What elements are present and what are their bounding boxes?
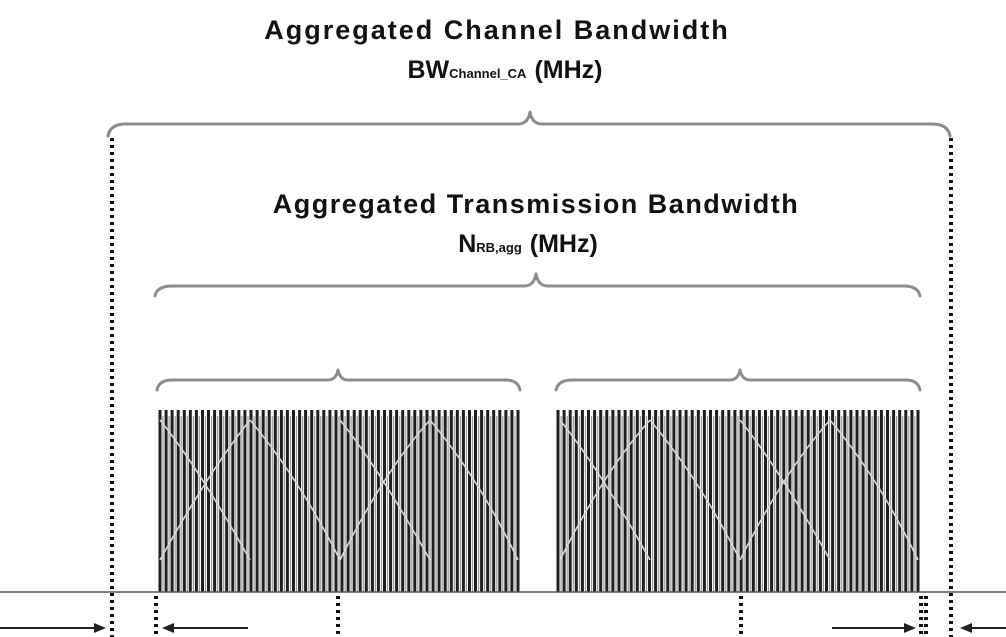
envelope-curve: [829, 419, 919, 561]
envelope-curve: [559, 419, 651, 561]
left-guard-arrow-out: [162, 623, 248, 633]
channel-bandwidth-symbol-sub: Channel_CA: [449, 66, 527, 81]
envelope-curve: [249, 419, 341, 561]
channel-bandwidth-symbol-main: BW: [408, 56, 450, 84]
channel-bandwidth-title: Aggregated Channel Bandwidth: [264, 15, 730, 45]
channel-bandwidth-brace: [106, 110, 952, 138]
right-guard-arrow-out: [960, 623, 1006, 633]
envelope-curve: [649, 419, 741, 561]
transmission-bandwidth-title: Aggregated Transmission Bandwidth: [273, 189, 800, 219]
carrier-1-brace: [155, 368, 522, 392]
transmission-bandwidth-symbol: NRB,agg (MHz): [458, 230, 598, 258]
subcarrier-envelopes: [159, 419, 919, 561]
channel-bandwidth-unit: (MHz): [534, 56, 602, 84]
carrier-2-brace: [554, 368, 922, 392]
transmission-bandwidth-unit: (MHz): [530, 230, 598, 258]
envelope-curve: [429, 419, 519, 561]
channel-bandwidth-symbol: BWChannel_CA (MHz): [408, 56, 603, 84]
envelope-curve: [739, 419, 831, 561]
left-guard-arrow-in: [0, 623, 106, 633]
envelope-curve: [739, 419, 831, 561]
carrier-1-subcarriers: [158, 410, 520, 592]
transmission-bandwidth-symbol-main: N: [458, 230, 476, 258]
envelope-curve: [339, 419, 431, 561]
transmission-bandwidth-brace: [153, 272, 922, 298]
envelope-curve: [559, 419, 651, 561]
right-guard-arrow-in: [832, 623, 916, 633]
envelope-curve: [159, 419, 251, 561]
transmission-bandwidth-symbol-sub: RB,agg: [476, 240, 522, 255]
carrier-2-subcarriers: [556, 410, 920, 592]
envelope-curve: [159, 419, 251, 561]
envelope-curve: [339, 419, 431, 561]
